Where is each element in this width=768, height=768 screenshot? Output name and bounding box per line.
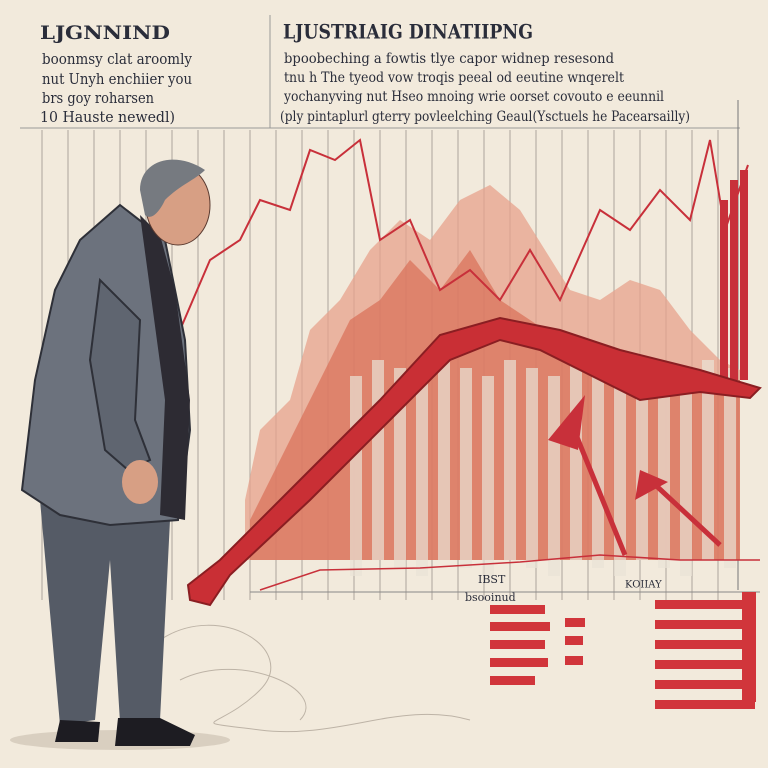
bar (490, 676, 535, 685)
column (548, 376, 560, 576)
man-hand (122, 460, 158, 504)
left-line: boonmsy clat aroomly (42, 50, 192, 68)
bar (655, 660, 745, 669)
bar (655, 700, 755, 709)
left-line: nut Unyh enchiier you (42, 70, 192, 88)
column (614, 376, 626, 576)
column (526, 368, 538, 568)
main-line: (ply pintaplurl gterry povleelching Geau… (280, 109, 690, 125)
arrow-head (548, 395, 585, 450)
man-legs (40, 500, 170, 725)
main-line: yochanyving nut Hseo mnoing wrie oorset … (283, 89, 664, 105)
main-title: LJUSTRIAIG DINATIIPNG (283, 20, 533, 44)
bar (490, 640, 545, 649)
column (680, 376, 692, 576)
bar (490, 622, 550, 631)
ribbon (186, 316, 762, 607)
column (460, 368, 472, 568)
trend-line (179, 138, 749, 331)
bar (655, 680, 755, 689)
arrow (567, 419, 628, 556)
arrow-head (635, 470, 668, 500)
bar (742, 592, 756, 702)
bar (655, 640, 755, 649)
column (636, 360, 648, 560)
main-line: tnu h The tyeod vow troqis peeal od eeut… (284, 70, 624, 86)
left-line: brs goy roharsen (42, 89, 154, 107)
scribble (159, 624, 471, 733)
column (702, 360, 714, 560)
bar (565, 636, 583, 645)
bar (565, 618, 585, 627)
bar (490, 605, 545, 614)
arrow (648, 478, 722, 547)
left-title: LJGNNIND (40, 22, 170, 44)
column (372, 360, 384, 560)
bar (565, 656, 583, 665)
column (658, 368, 670, 568)
chart-label: bsooinud (465, 591, 516, 604)
chart-label: IBST (478, 573, 506, 586)
column (416, 376, 428, 576)
bar (730, 180, 738, 380)
bar (655, 620, 755, 629)
column (350, 376, 362, 576)
column (482, 376, 494, 576)
man-shirt (140, 215, 190, 520)
left-line: 10 Hauste newedl) (40, 108, 175, 126)
column (438, 360, 450, 560)
baseline (259, 554, 760, 591)
column (394, 368, 406, 568)
main-line: bpoobeching a fowtis tlye capor widnep r… (284, 51, 614, 67)
column (592, 368, 604, 568)
bar (655, 600, 755, 609)
bar (720, 200, 728, 380)
column (724, 368, 736, 568)
chart-label: KOIIAY (625, 580, 662, 591)
column (570, 360, 582, 560)
man-hair (140, 159, 205, 217)
decoration (10, 15, 762, 750)
man-shoe (55, 720, 100, 742)
man-shoe (115, 718, 195, 746)
column (504, 360, 516, 560)
bar (740, 170, 748, 380)
bar (490, 658, 548, 667)
